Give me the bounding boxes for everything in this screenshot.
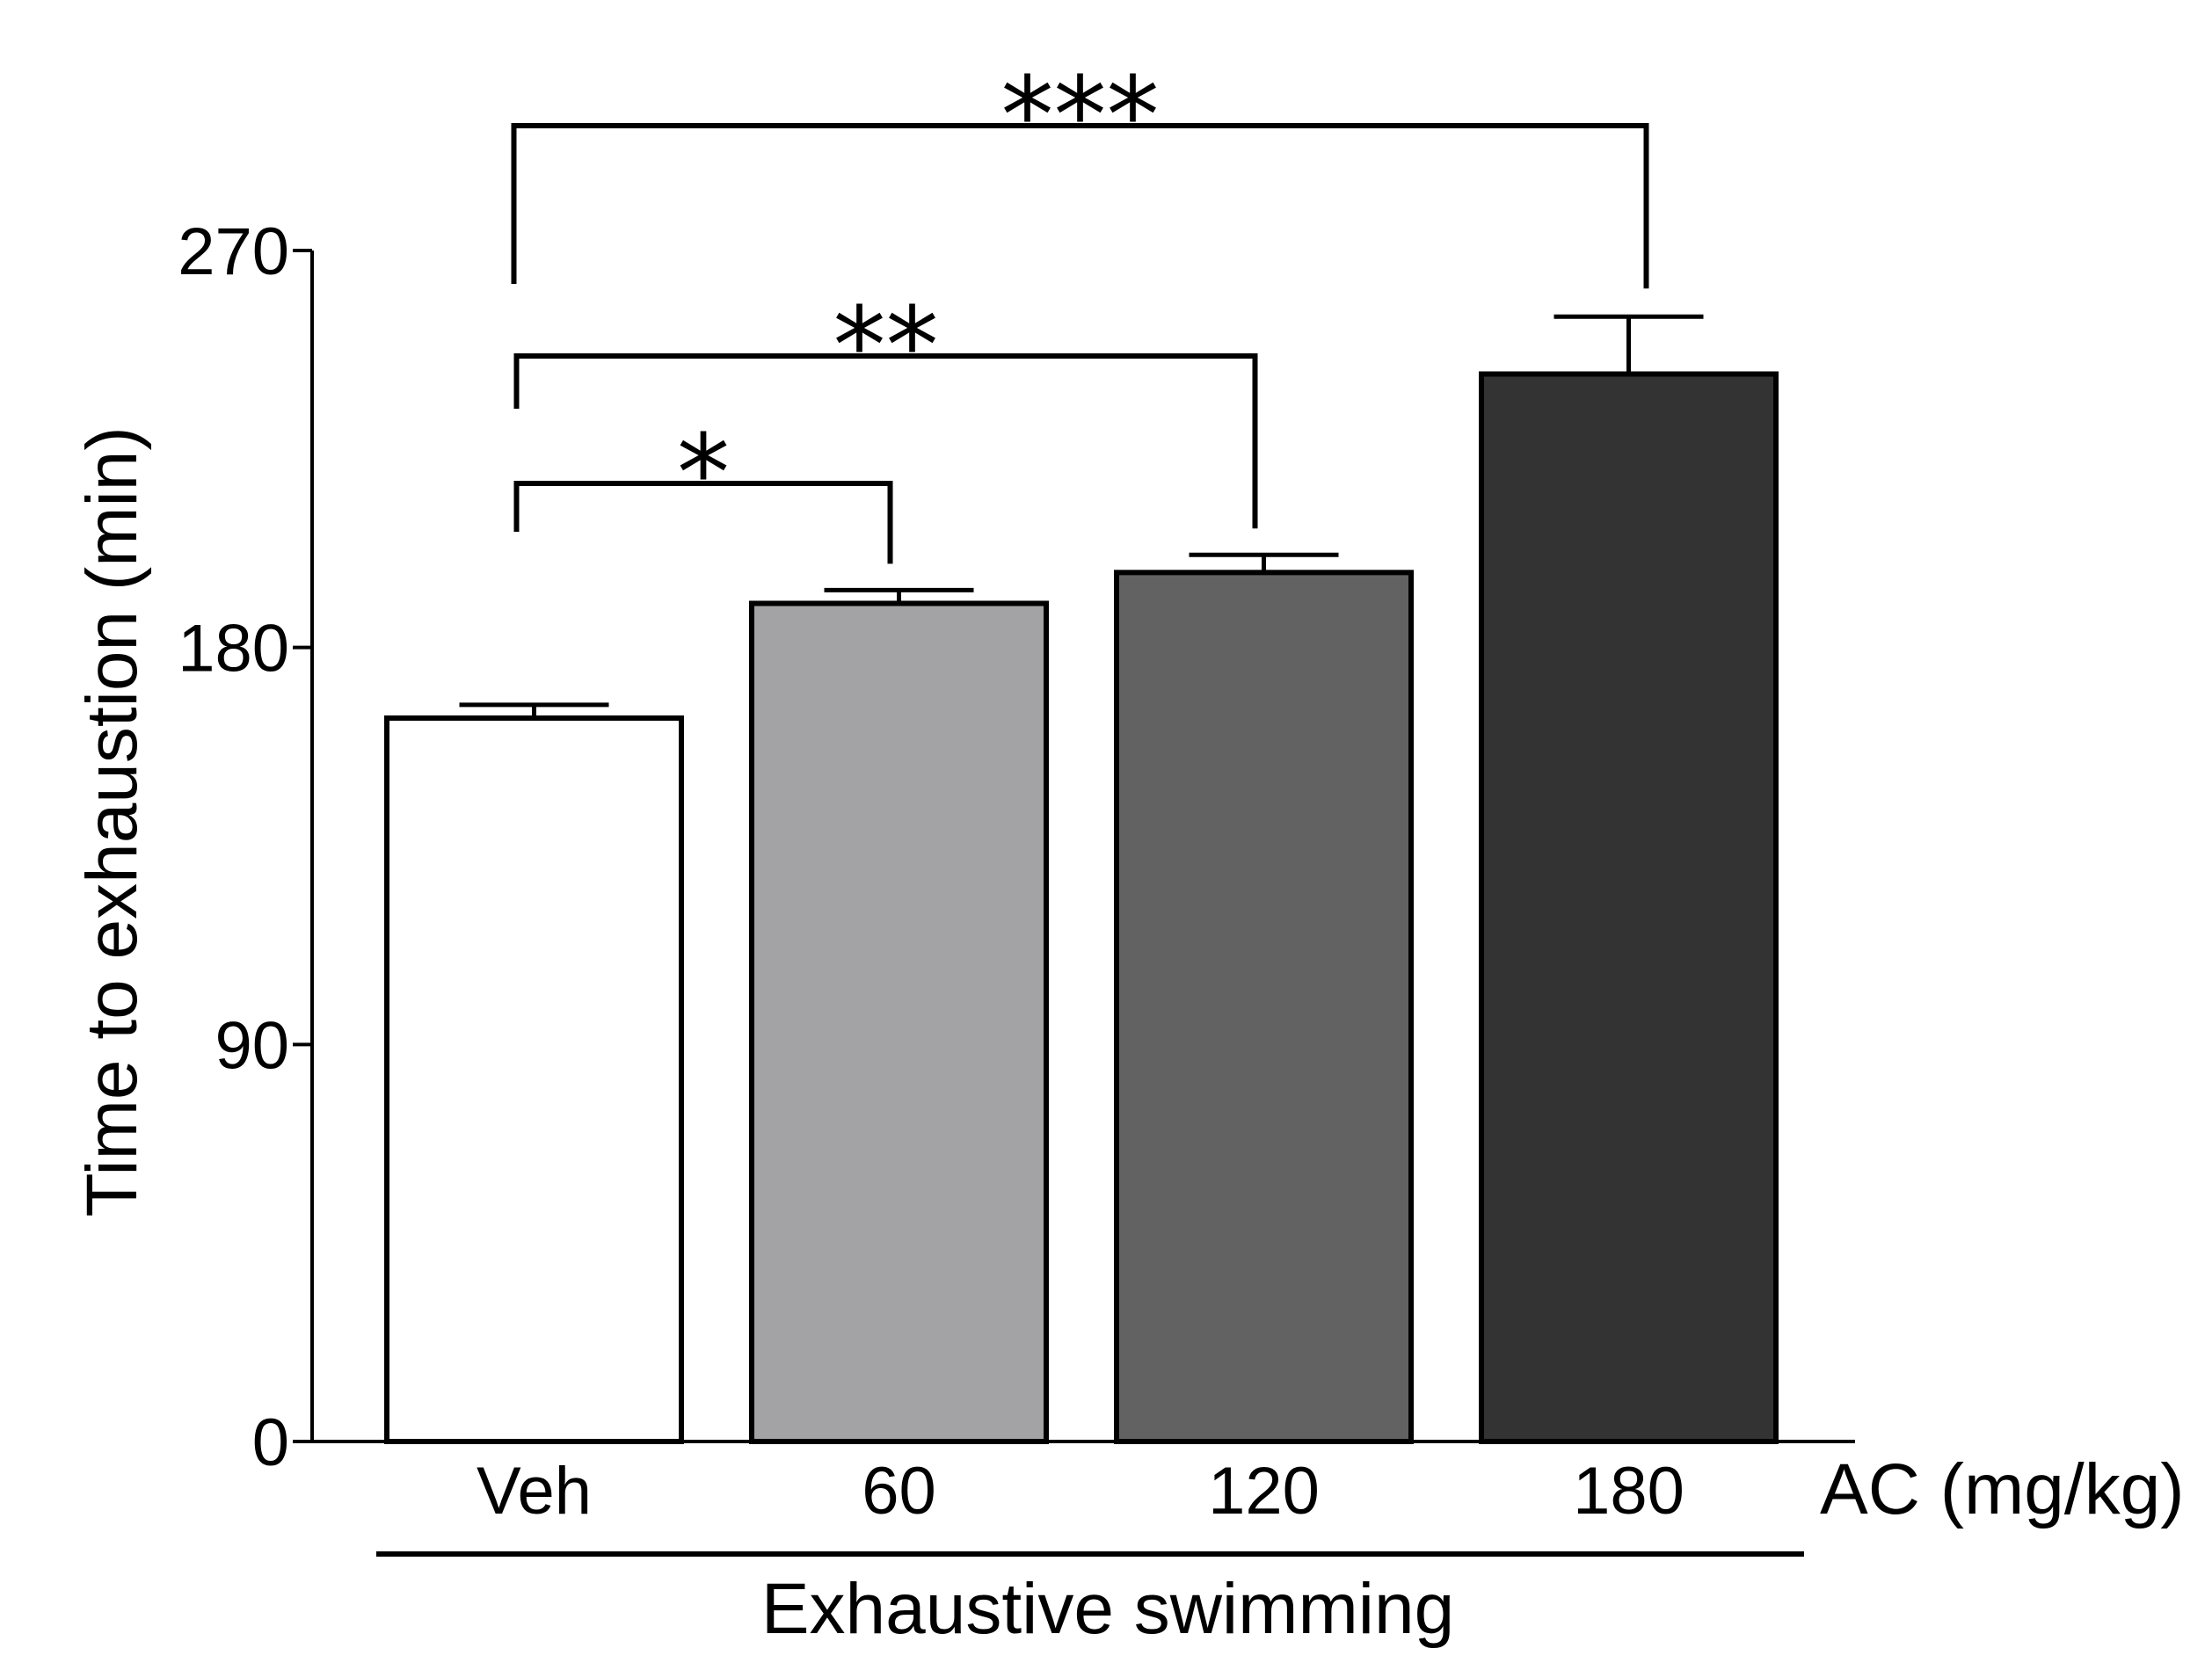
x-unit-label: AC (mg/kg) — [1820, 1449, 2185, 1529]
bar — [1479, 371, 1779, 1444]
x-tick-label: 60 — [862, 1454, 936, 1529]
bar — [749, 600, 1049, 1444]
y-tick-label: 180 — [178, 612, 289, 686]
bars — [384, 371, 1779, 1444]
significance-label: ** — [833, 286, 939, 408]
y-tick-label: 270 — [178, 214, 289, 289]
bar — [1114, 570, 1414, 1444]
error-bars — [459, 314, 1704, 718]
significance-bracket — [513, 481, 893, 564]
x-tick-labels: Veh 60 120 180 — [477, 1454, 1684, 1529]
significance-brackets: ****** — [511, 55, 1649, 564]
significance-bracket — [511, 123, 1649, 289]
y-tick-label: 0 — [252, 1405, 289, 1480]
significance-label: *** — [1001, 55, 1160, 178]
y-ticks: 0 90 180 270 — [178, 214, 312, 1480]
significance-label: * — [677, 413, 730, 535]
x-tick-label: 120 — [1208, 1454, 1320, 1529]
significance-bracket — [513, 353, 1258, 529]
x-tick-label: 180 — [1573, 1454, 1684, 1529]
y-tick-label: 90 — [215, 1008, 289, 1083]
x-tick-label: Veh — [477, 1454, 592, 1529]
bar — [384, 715, 684, 1444]
y-axis-title: Time to exhaustion (min) — [72, 426, 152, 1216]
x-axis-title: Exhaustive swimming — [761, 1569, 1454, 1649]
